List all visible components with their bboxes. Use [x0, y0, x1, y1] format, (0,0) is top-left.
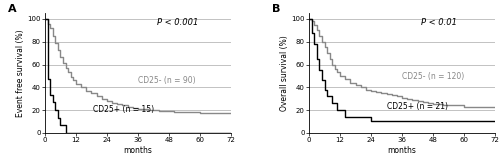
Y-axis label: Overall survival (%): Overall survival (%)	[280, 35, 288, 111]
Text: CD25+ (n = 15): CD25+ (n = 15)	[94, 105, 154, 115]
Text: P < 0.01: P < 0.01	[420, 18, 456, 27]
Text: B: B	[272, 4, 280, 14]
Text: A: A	[8, 4, 16, 14]
Text: CD25- (n = 120): CD25- (n = 120)	[402, 72, 464, 81]
Text: P < 0.001: P < 0.001	[156, 18, 198, 27]
Text: CD25+ (n = 21): CD25+ (n = 21)	[387, 102, 448, 111]
X-axis label: months: months	[388, 146, 416, 155]
Text: CD25- (n = 90): CD25- (n = 90)	[138, 76, 196, 85]
X-axis label: months: months	[124, 146, 152, 155]
Y-axis label: Event free survival (%): Event free survival (%)	[16, 29, 24, 117]
